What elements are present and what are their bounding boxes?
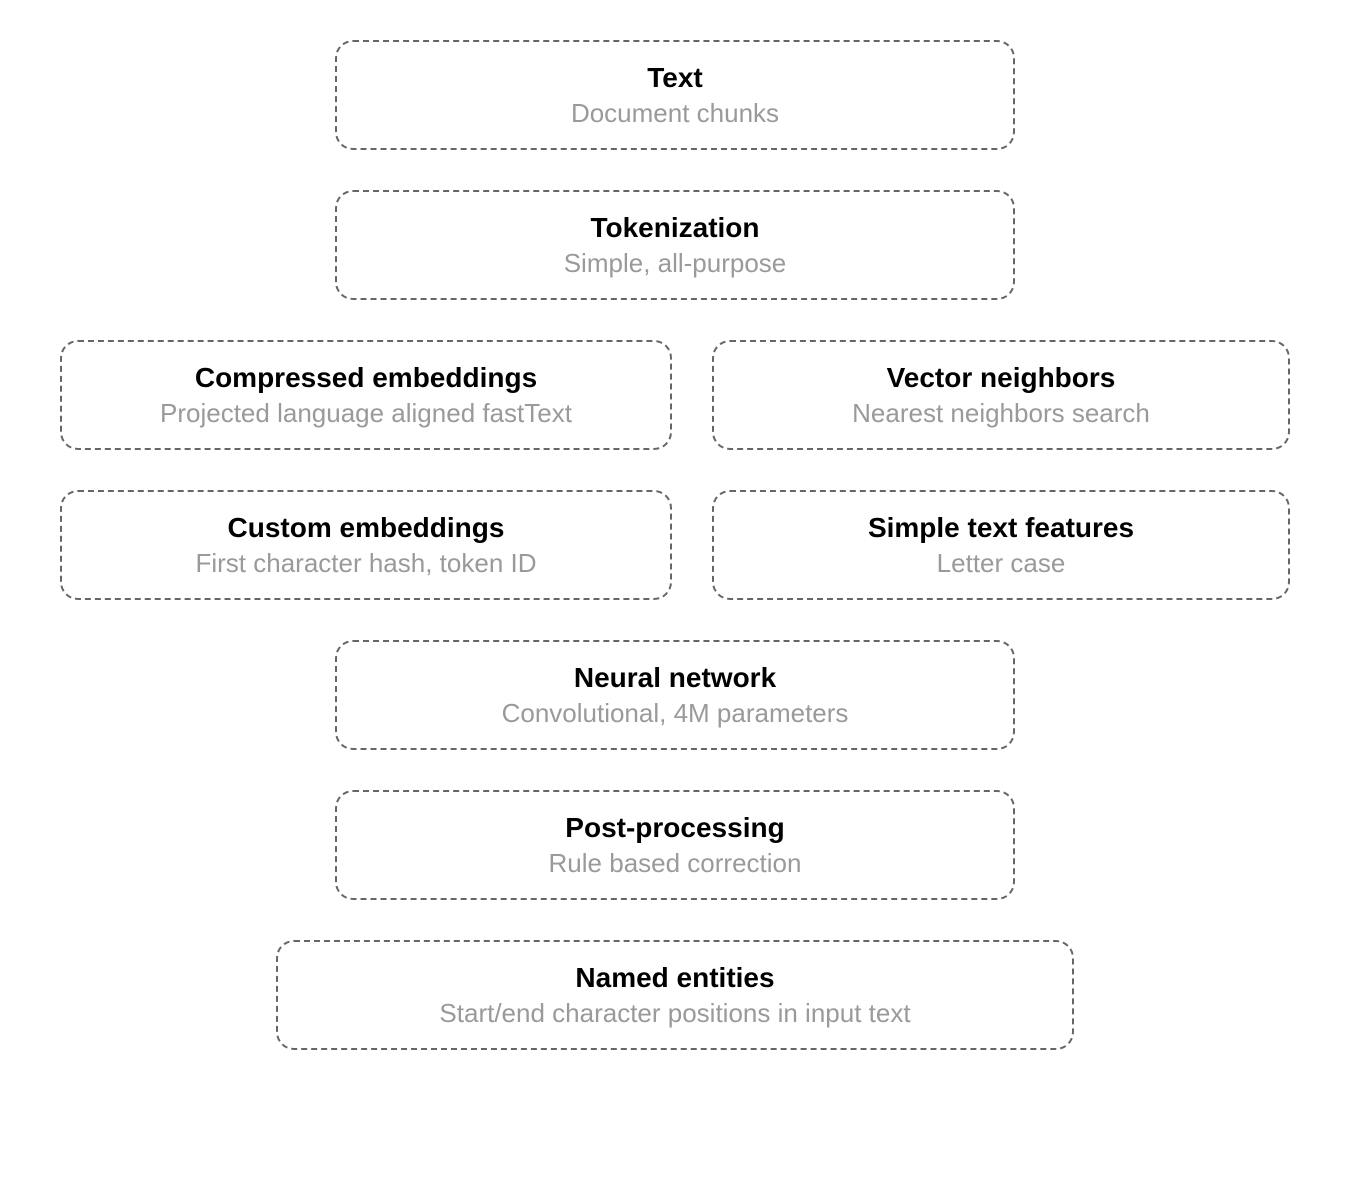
node-title: Simple text features [868, 512, 1134, 544]
node-subtitle: Simple, all-purpose [564, 248, 787, 279]
node-subtitle: First character hash, token ID [195, 548, 536, 579]
node-title: Tokenization [590, 212, 759, 244]
node-title: Named entities [575, 962, 774, 994]
node-named-entities: Named entities Start/end character posit… [276, 940, 1074, 1050]
pipeline-diagram: Text Document chunks Tokenization Simple… [0, 0, 1350, 1180]
node-custom-embeddings: Custom embeddings First character hash, … [60, 490, 672, 600]
node-subtitle: Rule based correction [549, 848, 802, 879]
node-simple-text-features: Simple text features Letter case [712, 490, 1290, 600]
node-title: Text [647, 62, 703, 94]
node-title: Post-processing [565, 812, 784, 844]
node-text: Text Document chunks [335, 40, 1015, 150]
node-subtitle: Start/end character positions in input t… [439, 998, 910, 1029]
node-title: Neural network [574, 662, 776, 694]
node-title: Custom embeddings [228, 512, 505, 544]
node-neural-network: Neural network Convolutional, 4M paramet… [335, 640, 1015, 750]
node-tokenization: Tokenization Simple, all-purpose [335, 190, 1015, 300]
node-subtitle: Document chunks [571, 98, 779, 129]
node-compressed-embeddings: Compressed embeddings Projected language… [60, 340, 672, 450]
node-subtitle: Letter case [937, 548, 1066, 579]
node-subtitle: Convolutional, 4M parameters [502, 698, 849, 729]
node-subtitle: Projected language aligned fastText [160, 398, 572, 429]
node-title: Vector neighbors [887, 362, 1116, 394]
node-subtitle: Nearest neighbors search [852, 398, 1150, 429]
node-vector-neighbors: Vector neighbors Nearest neighbors searc… [712, 340, 1290, 450]
node-title: Compressed embeddings [195, 362, 537, 394]
node-post-processing: Post-processing Rule based correction [335, 790, 1015, 900]
